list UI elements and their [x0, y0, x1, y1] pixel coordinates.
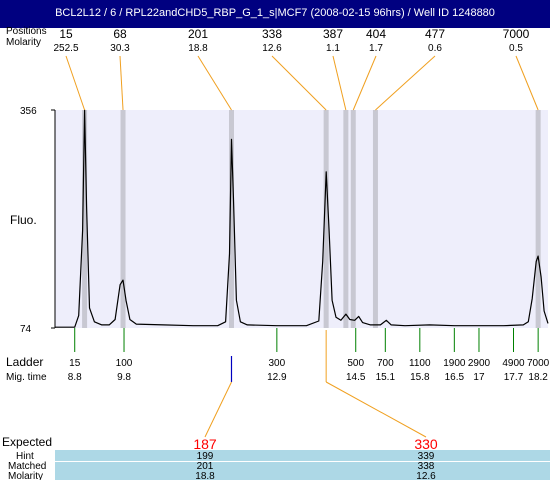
peak-molarity-6: 0.6 [428, 43, 442, 54]
hint-value-1: 339 [418, 451, 435, 462]
peak-band-6 [372, 110, 378, 328]
title-bar: BCL2L12 / 6 / RPL22andCHD5_RBP_G_1_s|MCF… [0, 0, 550, 28]
y-tick-label-max: 356 [20, 106, 37, 117]
molarity-label: Molarity [6, 37, 41, 48]
expected-connector-1 [325, 381, 427, 438]
fluorescence-trace [55, 109, 549, 328]
ladder-size-0: 15 [69, 358, 81, 369]
ladder-mig-time-7: 17 [473, 372, 485, 383]
peak-molarity-2: 18.8 [188, 43, 208, 54]
hint-label: Hint [16, 451, 34, 462]
peak-position-7: 7000 [503, 27, 530, 41]
peak-connector-5 [352, 55, 377, 111]
positions-label: Positions [6, 26, 47, 37]
window-title: BCL2L12 / 6 / RPL22andCHD5_RBP_G_1_s|MCF… [55, 7, 495, 19]
peak-position-0: 15 [59, 27, 73, 41]
molarity-row-background [55, 462, 550, 480]
expected-label: Expected [2, 435, 52, 449]
hint-row-background [55, 450, 550, 461]
expected-molarity-value-0: 18.8 [195, 471, 215, 480]
matched-label: Matched [8, 461, 46, 472]
peak-connector-0 [65, 55, 86, 111]
peak-molarity-4: 1.1 [326, 43, 340, 54]
ladder-mig-time-4: 15.1 [376, 372, 396, 383]
peak-position-2: 201 [188, 27, 208, 41]
peak-position-4: 387 [323, 27, 343, 41]
expected-molarity-value-1: 12.6 [416, 471, 436, 480]
peak-molarity-7: 0.5 [509, 43, 523, 54]
peak-molarity-0: 252.5 [53, 43, 78, 54]
peak-band-0 [82, 110, 88, 328]
ladder-size-2: 300 [269, 358, 286, 369]
peak-molarity-1: 30.3 [110, 43, 130, 54]
peak-band-3 [323, 110, 329, 328]
y-tick-label-min: 74 [20, 324, 32, 335]
ladder-mig-time-3: 14.5 [346, 372, 366, 383]
peak-band-4 [343, 110, 349, 328]
peak-band-2 [228, 110, 234, 328]
peak-connector-1 [119, 55, 124, 111]
peak-position-6: 477 [425, 27, 445, 41]
peak-connector-2 [197, 55, 232, 111]
peak-connector-3 [271, 55, 327, 111]
peak-molarity-5: 1.7 [369, 43, 383, 54]
expected-molarity-label: Molarity [8, 471, 43, 480]
y-axis-label: Fluo. [10, 213, 37, 227]
ladder-mig-time-0: 8.8 [68, 372, 82, 383]
ladder-mig-time-9: 18.2 [528, 372, 548, 383]
ladder-size-7: 2900 [468, 358, 491, 369]
matched-value-1: 338 [418, 461, 435, 472]
ladder-mig-time-1: 9.8 [117, 372, 131, 383]
ladder-mig-time-5: 15.8 [410, 372, 430, 383]
ladder-size-1: 100 [116, 358, 133, 369]
peak-band-7 [535, 110, 541, 328]
matched-value-0: 201 [197, 461, 214, 472]
ladder-size-9: 7000 [527, 358, 550, 369]
peak-connector-6 [375, 55, 436, 111]
peak-molarity-3: 12.6 [262, 43, 282, 54]
peak-position-5: 404 [366, 27, 386, 41]
expected-size-1: 330 [414, 436, 438, 452]
peak-connector-7 [515, 55, 539, 111]
peak-band-1 [120, 110, 126, 328]
mig-time-label: Mig. time [6, 372, 47, 383]
ladder-mig-time-8: 17.7 [504, 372, 524, 383]
ladder-mig-time-6: 16.5 [445, 372, 465, 383]
ladder-size-6: 1900 [443, 358, 466, 369]
expected-size-0: 187 [193, 436, 217, 452]
peak-connector-4 [332, 55, 347, 111]
ladder-size-5: 1100 [409, 358, 431, 369]
ladder-size-4: 700 [377, 358, 394, 369]
plot-area [55, 110, 548, 328]
ladder-mig-time-2: 12.9 [267, 372, 287, 383]
peak-position-1: 68 [113, 27, 127, 41]
peak-band-5 [350, 110, 356, 328]
ladder-size-3: 500 [347, 358, 364, 369]
hint-value-0: 199 [197, 451, 214, 462]
expected-connector-0 [204, 381, 232, 438]
peak-position-3: 338 [262, 27, 282, 41]
ladder-size-8: 4900 [502, 358, 525, 369]
ladder-label: Ladder [6, 355, 43, 369]
